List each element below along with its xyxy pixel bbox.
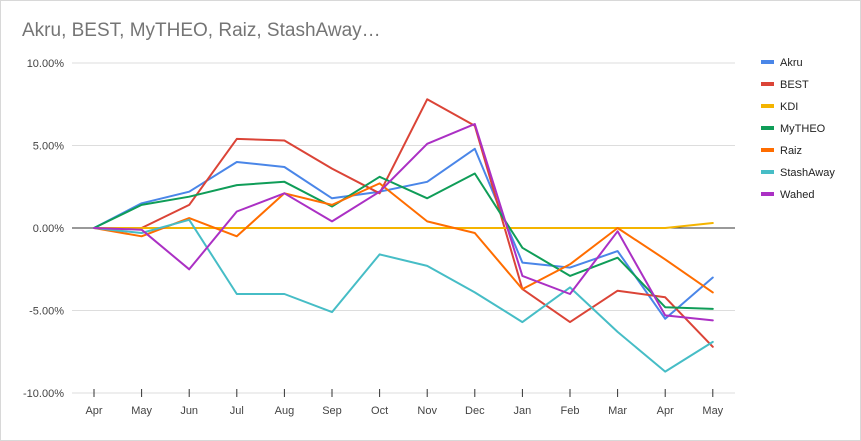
series-line-raiz (93, 182, 714, 294)
legend-swatch-raiz (761, 148, 774, 152)
legend-swatch-akru (761, 60, 774, 64)
x-tick-label: Jul (230, 405, 244, 417)
legend-swatch-wahed (761, 192, 774, 196)
y-tick-label: -10.00% (23, 388, 64, 400)
series-line-best (93, 98, 714, 348)
legend-label-akru: Akru (780, 57, 803, 69)
legend-swatch-kdi (761, 104, 774, 108)
chart-title: Akru, BEST, MyTHEO, Raiz, StashAway… (22, 20, 381, 41)
x-tick-label: Aug (275, 405, 295, 417)
series-line-wahed (93, 123, 714, 322)
y-axis-ticks: 10.00% 5.00% 0.00% -5.00% -10.00% (23, 58, 64, 400)
x-tick-label: Sep (322, 405, 342, 417)
x-tick-label: Jan (514, 405, 532, 417)
series-line-kdi (93, 222, 714, 229)
x-tick-label: Jun (180, 405, 198, 417)
legend-label-kdi: KDI (780, 101, 798, 113)
x-tick-label: Oct (371, 405, 388, 417)
series-lines (93, 98, 714, 373)
y-tick-label: 0.00% (33, 223, 64, 235)
legend-swatch-stashaway (761, 170, 774, 174)
legend-label-raiz: Raiz (780, 145, 802, 157)
x-tick-label: May (702, 405, 723, 417)
legend-label-best: BEST (780, 79, 809, 91)
x-tick-label: Apr (657, 405, 674, 417)
legend-label-wahed: Wahed (780, 189, 814, 201)
x-tick-label: Dec (465, 405, 485, 417)
series-line-stashaway (93, 218, 714, 373)
series-line-mytheo (93, 172, 714, 310)
x-axis-ticks: Apr May Jun Jul Aug Sep Oct Nov Dec Jan Feb Mar Apr M… (85, 389, 724, 417)
y-tick-label: 10.00% (27, 58, 65, 70)
y-tick-label: 5.00% (33, 141, 64, 153)
legend-swatch-mytheo (761, 126, 774, 130)
y-tick-label: -5.00% (29, 306, 64, 318)
legend-label-stashaway: StashAway (780, 167, 835, 179)
x-tick-label: Mar (608, 405, 627, 417)
x-tick-label: Feb (561, 405, 580, 417)
x-tick-label: Nov (417, 405, 437, 417)
legend: Akru BEST KDI MyTHEO Raiz StashAway Wahed (761, 57, 835, 201)
x-tick-label: May (131, 405, 152, 417)
legend-label-mytheo: MyTHEO (780, 123, 826, 135)
legend-swatch-best (761, 82, 774, 86)
x-tick-label: Apr (85, 405, 102, 417)
